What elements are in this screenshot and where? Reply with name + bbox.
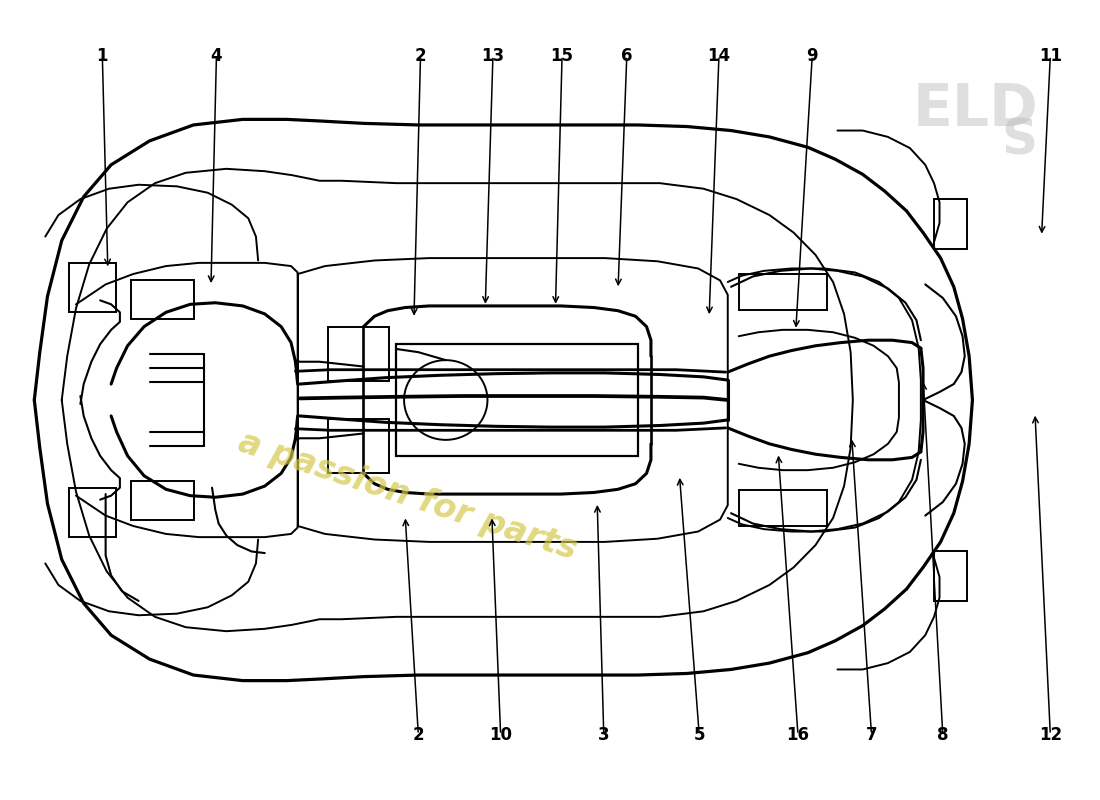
- Text: 12: 12: [1038, 726, 1061, 744]
- Text: 13: 13: [482, 46, 505, 65]
- Text: 8: 8: [937, 726, 948, 744]
- Text: 9: 9: [806, 46, 818, 65]
- Text: 6: 6: [621, 46, 632, 65]
- Text: 11: 11: [1038, 46, 1061, 65]
- Text: 14: 14: [707, 46, 730, 65]
- Bar: [69, 263, 116, 312]
- Text: ELD: ELD: [913, 81, 1038, 138]
- Bar: [69, 488, 116, 537]
- Text: 5: 5: [693, 726, 705, 744]
- Text: 7: 7: [866, 726, 878, 744]
- Text: 1: 1: [97, 46, 108, 65]
- Text: 10: 10: [490, 726, 513, 744]
- Bar: [739, 274, 826, 310]
- Text: 16: 16: [786, 726, 810, 744]
- Bar: [131, 482, 195, 519]
- Text: a passion for parts: a passion for parts: [234, 426, 581, 566]
- Text: 4: 4: [210, 46, 222, 65]
- Bar: [329, 326, 388, 381]
- Text: 2: 2: [412, 726, 425, 744]
- Bar: [396, 344, 638, 456]
- Bar: [131, 281, 195, 318]
- Bar: [934, 199, 967, 249]
- Text: 3: 3: [598, 726, 609, 744]
- Bar: [934, 551, 967, 601]
- Text: 2: 2: [415, 46, 427, 65]
- Text: 15: 15: [551, 46, 573, 65]
- Text: S: S: [1002, 117, 1037, 165]
- Bar: [739, 490, 826, 526]
- Bar: [329, 419, 388, 474]
